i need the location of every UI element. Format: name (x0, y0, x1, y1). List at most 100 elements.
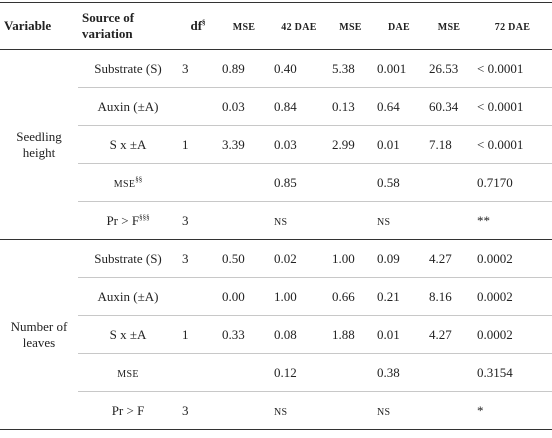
value-cell: 26.53 (425, 50, 473, 88)
anova-table: Variable Source of variation df§ MSE 42 DAE M… (0, 2, 552, 430)
data-row: MSE§§ 0.85 0.58 0.7170 (0, 163, 552, 202)
superscript: § (202, 18, 206, 27)
value-cell: < 0.0001 (473, 87, 552, 126)
value-text: 0.13 (332, 98, 355, 114)
value-text: 0.03 (222, 98, 245, 114)
value-text: 8.16 (429, 288, 452, 304)
source-text: Pr > F (106, 212, 140, 228)
value-cell: 0.12 (270, 353, 328, 392)
value-text: NS (377, 406, 391, 418)
source-cell: Auxin (±A) (78, 87, 178, 126)
header-text: MSE (232, 22, 256, 33)
source-text: Substrate (S) (94, 60, 162, 76)
value-text: 0.09 (377, 250, 400, 266)
source-text: MSE (117, 368, 139, 380)
value-text: 0.58 (377, 174, 400, 190)
value-cell: NS (373, 201, 425, 240)
value-text: 0.00 (222, 288, 245, 304)
header-cell: 72 DAE (473, 2, 552, 50)
source-cell: S x ±A (78, 315, 178, 354)
value-cell: 0.00 (218, 277, 270, 316)
source-text: Auxin (±A) (97, 288, 159, 304)
source-text: S x ±A (109, 326, 147, 342)
value-cell (178, 87, 218, 126)
value-cell: 0.3154 (473, 353, 552, 392)
value-cell: 0.001 (373, 50, 425, 88)
value-cell (218, 353, 270, 392)
value-cell: * (473, 391, 552, 430)
value-text: 4.27 (429, 250, 452, 266)
value-cell (328, 201, 373, 240)
value-cell: 0.84 (270, 87, 328, 126)
value-text: 0.84 (274, 98, 297, 114)
value-cell: 0.08 (270, 315, 328, 354)
superscript: §§§ (139, 213, 150, 222)
value-cell: 0.58 (373, 163, 425, 202)
value-cell: 1.88 (328, 315, 373, 354)
header-text: DAE (387, 22, 410, 33)
superscript: §§ (135, 175, 143, 184)
value-cell: < 0.0001 (473, 50, 552, 88)
header-cell: 42 DAE (270, 2, 328, 50)
value-text: 2.99 (332, 136, 355, 152)
value-cell (425, 391, 473, 430)
value-text: * (477, 402, 484, 418)
value-text: 0.21 (377, 288, 400, 304)
value-text: 0.08 (274, 326, 297, 342)
source-text: Auxin (±A) (97, 98, 159, 114)
value-text: 0.0002 (477, 288, 513, 304)
source-cell: Pr > F (78, 391, 178, 430)
variable-name: Seedling height (16, 128, 62, 160)
value-cell (178, 353, 218, 392)
value-text: 7.18 (429, 136, 452, 152)
value-cell: 0.50 (218, 239, 270, 278)
value-text: 0.33 (222, 326, 245, 342)
source-cell: Substrate (S) (78, 50, 178, 88)
value-cell: 0.89 (218, 50, 270, 88)
value-text: 3 (182, 212, 189, 228)
value-text: 0.40 (274, 60, 297, 76)
value-text: 1 (182, 136, 189, 152)
value-cell: ** (473, 201, 552, 240)
value-text: 0.001 (377, 60, 407, 76)
variable-name: Number of leaves (10, 318, 68, 350)
value-cell: 3 (178, 391, 218, 430)
value-text: 3.39 (222, 136, 245, 152)
value-text: NS (274, 406, 288, 418)
value-cell: 0.03 (270, 125, 328, 164)
value-cell: 4.27 (425, 239, 473, 278)
header-text: MSE (339, 22, 362, 33)
source-cell: MSE (78, 353, 178, 392)
value-cell: 0.66 (328, 277, 373, 316)
value-cell: 0.0002 (473, 277, 552, 316)
value-cell (178, 277, 218, 316)
header-cell: MSE (328, 2, 373, 50)
value-cell: 3 (178, 201, 218, 240)
source-text: Substrate (S) (94, 250, 162, 266)
value-text: < 0.0001 (477, 98, 524, 114)
value-cell: NS (270, 391, 328, 430)
value-text: 0.7170 (477, 174, 513, 190)
source-cell: Auxin (±A) (78, 277, 178, 316)
value-text: 0.0002 (477, 250, 513, 266)
value-text: 0.12 (274, 364, 297, 380)
value-cell: 0.13 (328, 87, 373, 126)
value-cell: 5.38 (328, 50, 373, 88)
value-cell: 0.21 (373, 277, 425, 316)
data-row: Seedling height Substrate (S) 3 0.89 0.40 5.3… (0, 50, 552, 160)
source-cell: MSE§§ (78, 163, 178, 202)
value-text: 1.00 (332, 250, 355, 266)
value-text: 3 (182, 250, 189, 266)
value-cell: 2.99 (328, 125, 373, 164)
data-row: S x ±A 1 0.33 0.08 1.88 0.01 4.27 0.0002 (0, 315, 552, 354)
variable-cell: Seedling height (0, 50, 78, 240)
value-text: 0.38 (377, 364, 400, 380)
header-text: 72 DAE (494, 22, 531, 33)
variable-cell: Number of leaves (0, 239, 78, 430)
header-cell: MSE (425, 2, 473, 50)
value-text: 0.0002 (477, 326, 513, 342)
value-text: ** (477, 212, 490, 228)
value-cell (218, 163, 270, 202)
value-text: NS (377, 216, 391, 228)
